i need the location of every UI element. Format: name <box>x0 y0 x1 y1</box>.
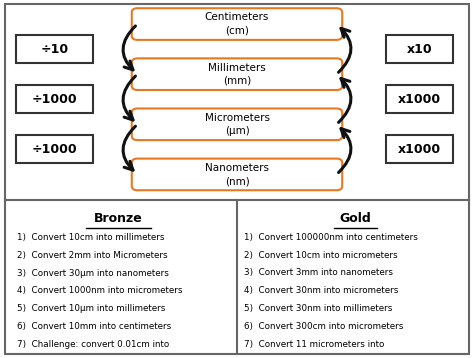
Text: ÷1000: ÷1000 <box>32 143 77 156</box>
Text: 7)  Convert 11 micrometers into: 7) Convert 11 micrometers into <box>244 340 384 349</box>
Text: 6)  Convert 10mm into centimeters: 6) Convert 10mm into centimeters <box>17 322 171 331</box>
Text: 1)  Convert 100000nm into centimeters: 1) Convert 100000nm into centimeters <box>244 233 418 242</box>
FancyBboxPatch shape <box>132 108 342 140</box>
FancyBboxPatch shape <box>386 35 453 63</box>
Text: ÷10: ÷10 <box>40 43 69 55</box>
Text: Gold: Gold <box>340 212 371 225</box>
FancyBboxPatch shape <box>132 58 342 90</box>
FancyBboxPatch shape <box>5 4 469 354</box>
Text: 4)  Convert 1000nm into micrometers: 4) Convert 1000nm into micrometers <box>17 286 182 295</box>
Text: Bronze: Bronze <box>94 212 143 225</box>
Text: 6)  Convert 300cm into micrometers: 6) Convert 300cm into micrometers <box>244 322 403 331</box>
Text: 5)  Convert 30nm into millimeters: 5) Convert 30nm into millimeters <box>244 304 392 313</box>
Text: 7)  Challenge: convert 0.01cm into: 7) Challenge: convert 0.01cm into <box>17 340 169 349</box>
Text: 4)  Convert 30nm into micrometers: 4) Convert 30nm into micrometers <box>244 286 399 295</box>
Text: Nanometers
(nm): Nanometers (nm) <box>205 163 269 186</box>
Text: 5)  Convert 10μm into millimeters: 5) Convert 10μm into millimeters <box>17 304 165 313</box>
FancyBboxPatch shape <box>16 135 92 163</box>
Text: 3)  Convert 3mm into nanometers: 3) Convert 3mm into nanometers <box>244 268 393 277</box>
Text: ÷1000: ÷1000 <box>32 93 77 106</box>
Text: x10: x10 <box>407 43 432 55</box>
FancyBboxPatch shape <box>16 35 92 63</box>
Text: Centimeters
(cm): Centimeters (cm) <box>205 13 269 36</box>
Text: 2)  Convert 10cm into micrometers: 2) Convert 10cm into micrometers <box>244 251 398 260</box>
FancyBboxPatch shape <box>386 135 453 163</box>
Text: x1000: x1000 <box>398 93 441 106</box>
Text: 3)  Convert 30μm into nanometers: 3) Convert 30μm into nanometers <box>17 268 168 277</box>
FancyBboxPatch shape <box>132 8 342 40</box>
FancyBboxPatch shape <box>16 85 92 113</box>
Text: x1000: x1000 <box>398 143 441 156</box>
FancyBboxPatch shape <box>132 159 342 190</box>
FancyBboxPatch shape <box>386 85 453 113</box>
Text: 2)  Convert 2mm into Micrometers: 2) Convert 2mm into Micrometers <box>17 251 167 260</box>
Text: Micrometers
(μm): Micrometers (μm) <box>204 113 270 136</box>
Text: 1)  Convert 10cm into millimeters: 1) Convert 10cm into millimeters <box>17 233 164 242</box>
Text: Millimeters
(mm): Millimeters (mm) <box>208 63 266 86</box>
